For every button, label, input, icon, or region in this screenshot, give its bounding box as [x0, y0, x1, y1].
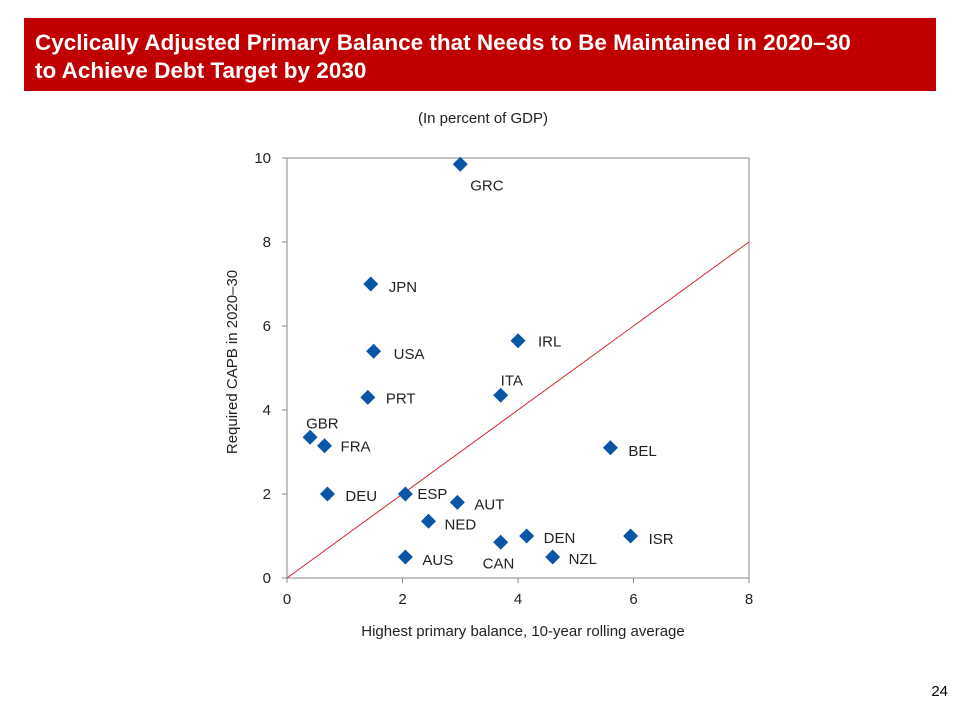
title-line-2: to Achieve Debt Target by 2030: [35, 58, 367, 83]
point-marker-irl: [510, 333, 526, 349]
point-marker-isr: [623, 528, 639, 544]
x-axis-title: Highest primary balance, 10-year rolling…: [361, 623, 685, 640]
point-marker-ned: [420, 513, 436, 529]
point-label-fra: FRA: [341, 439, 371, 456]
y-tick-label: 6: [263, 318, 271, 335]
y-tick-label: 8: [263, 234, 271, 251]
point-label-irl: IRL: [538, 334, 561, 351]
point-label-esp: ESP: [417, 486, 447, 503]
point-marker-bel: [602, 440, 618, 456]
point-label-ita: ITA: [501, 372, 523, 389]
x-tick-label: 4: [514, 591, 522, 608]
reference-line: [286, 241, 750, 579]
point-marker-jpn: [363, 276, 379, 292]
point-label-aus: AUS: [422, 552, 453, 569]
point-marker-den: [519, 528, 535, 544]
point-label-bel: BEL: [628, 443, 656, 460]
y-tick-label: 2: [263, 486, 271, 503]
point-marker-ita: [493, 387, 509, 403]
plot-area: [286, 157, 750, 579]
title-line-1: Cyclically Adjusted Primary Balance that…: [35, 30, 851, 55]
point-label-can: CAN: [483, 555, 515, 572]
x-tick-label: 8: [745, 591, 753, 608]
y-tick-label: 10: [254, 150, 271, 167]
point-marker-esp: [397, 486, 413, 502]
y-tick-label: 4: [263, 402, 271, 419]
x-tick-label: 0: [283, 591, 291, 608]
y-axis-title: Required CAPB in 2020–30: [224, 270, 241, 454]
point-label-gbr: GBR: [306, 415, 339, 432]
point-marker-usa: [366, 343, 382, 359]
point-marker-grc: [452, 156, 468, 172]
point-label-ned: NED: [444, 516, 476, 533]
x-tick-label: 6: [629, 591, 637, 608]
x-tick-label: 2: [398, 591, 406, 608]
title-banner: Cyclically Adjusted Primary Balance that…: [24, 18, 936, 91]
point-label-nzl: NZL: [569, 551, 597, 568]
point-label-jpn: JPN: [389, 279, 417, 296]
point-label-usa: USA: [394, 346, 425, 363]
point-label-den: DEN: [544, 530, 576, 547]
point-label-prt: PRT: [386, 390, 416, 407]
point-label-deu: DEU: [345, 488, 377, 505]
point-marker-prt: [360, 389, 376, 405]
point-marker-deu: [319, 486, 335, 502]
chart-subtitle: (In percent of GDP): [0, 110, 960, 127]
chart-subtitle-text: (In percent of GDP): [417, 110, 549, 127]
point-marker-gbr: [302, 429, 318, 445]
point-marker-aus: [397, 549, 413, 565]
point-label-isr: ISR: [649, 531, 674, 548]
point-label-grc: GRC: [470, 177, 504, 194]
point-marker-aut: [449, 494, 465, 510]
point-label-aut: AUT: [474, 496, 504, 513]
point-marker-fra: [317, 438, 333, 454]
point-marker-can: [493, 534, 509, 550]
page-number: 24: [931, 683, 948, 700]
y-tick-label: 0: [263, 570, 271, 587]
point-marker-nzl: [545, 549, 561, 565]
